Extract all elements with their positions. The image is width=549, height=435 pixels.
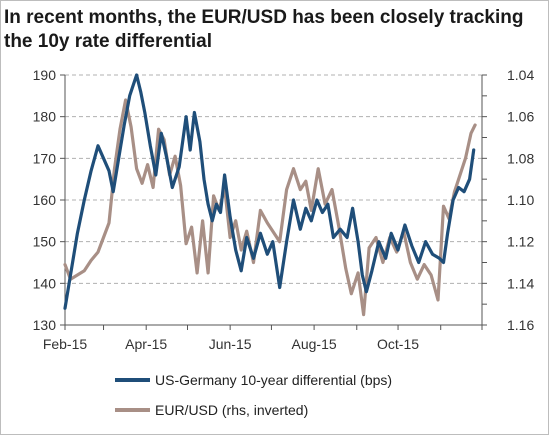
chart-title: In recent months, the EUR/USD has been c… [4, 7, 524, 52]
y-right-tick-label: 1.12 [507, 234, 534, 250]
series-line-eurusd [63, 98, 477, 317]
legend: US-Germany 10-year differential (bps) EUR… [115, 372, 392, 418]
x-tick-label: Feb-15 [43, 336, 88, 352]
y-right-tick-label: 1.14 [507, 275, 534, 291]
y-left-tick-label: 160 [33, 192, 57, 208]
legend-label: EUR/USD (rhs, inverted) [155, 402, 308, 418]
y-right-tick-label: 1.08 [507, 150, 534, 166]
y-left-tick-label: 130 [33, 317, 57, 333]
y-left-tick-label: 190 [33, 67, 57, 83]
x-tick-label: Aug-15 [292, 336, 337, 352]
y-left-tick-label: 180 [33, 109, 57, 125]
legend-label: US-Germany 10-year differential (bps) [155, 372, 392, 388]
axes: 130 140 150 160 170 180 190 1.04 1.06 1.08 1.10 1.1… [33, 67, 535, 352]
y-left-tick-label: 150 [33, 234, 57, 250]
x-tick-label: Apr-15 [125, 336, 167, 352]
y-right-tick-label: 1.06 [507, 109, 534, 125]
y-left-tick-label: 140 [33, 275, 57, 291]
series-line-us-germany-differential [63, 73, 476, 310]
y-right-tick-label: 1.16 [507, 317, 534, 333]
x-tick-label: Oct-15 [377, 336, 419, 352]
y-right-tick-label: 1.04 [507, 67, 534, 83]
series-lines [63, 73, 477, 317]
x-tick-label: Jun-15 [209, 336, 252, 352]
y-left-tick-label: 170 [33, 150, 57, 166]
y-right-tick-label: 1.10 [507, 192, 534, 208]
